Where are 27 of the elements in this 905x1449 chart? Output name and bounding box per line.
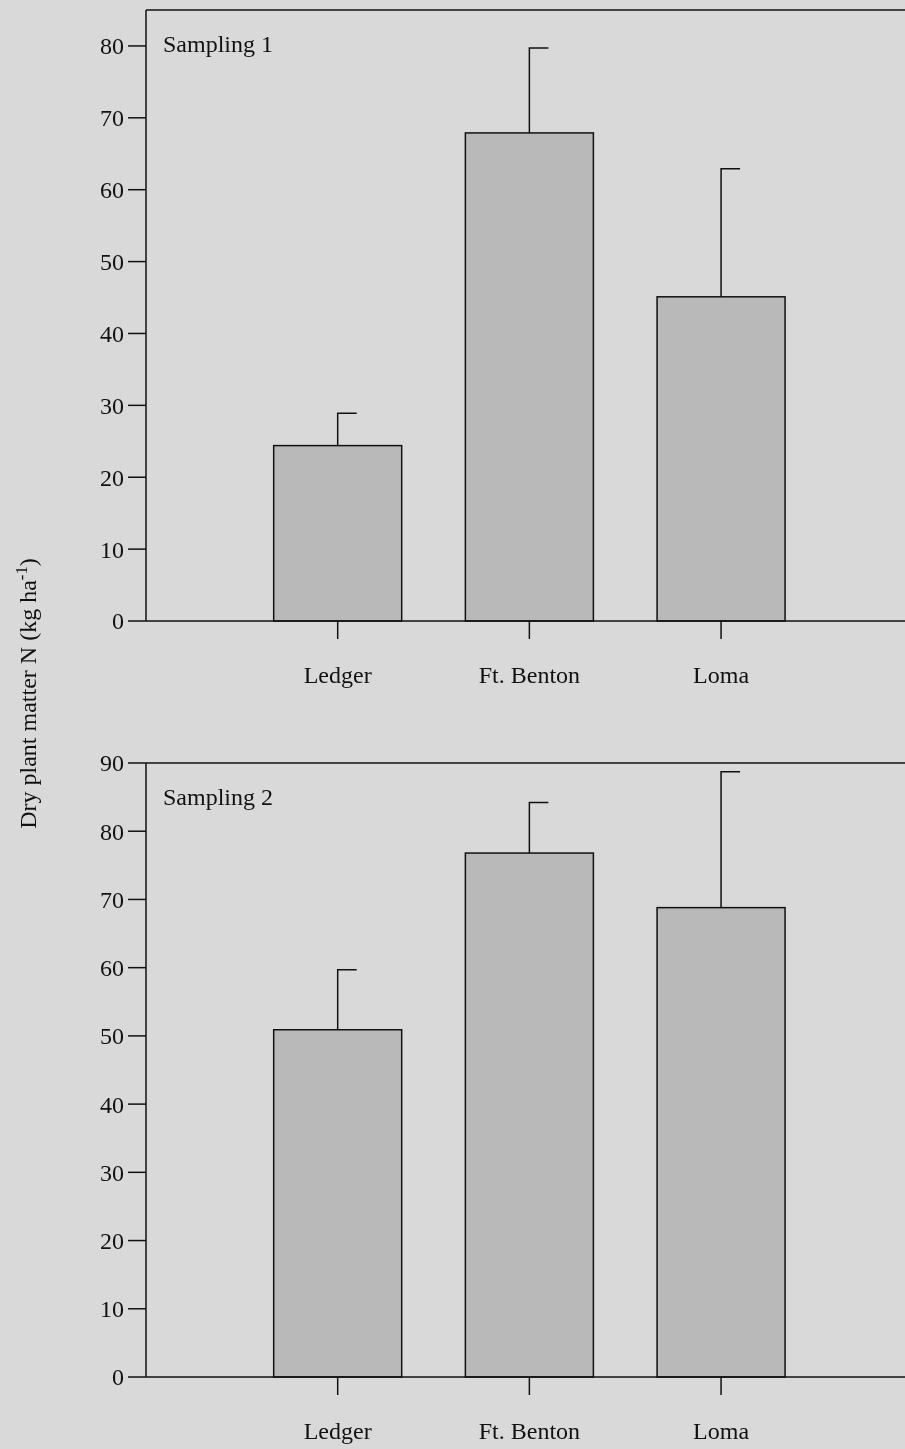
y-tick-label: 90 xyxy=(100,750,124,777)
y-tick-label: 10 xyxy=(100,536,124,563)
y-tick-label: 20 xyxy=(100,1227,124,1254)
y-tick-label: 50 xyxy=(100,1023,124,1050)
annotation: Sampling 1 xyxy=(163,31,274,57)
x-tick-label: Ledger xyxy=(303,662,372,688)
y-tick-label: 40 xyxy=(100,1091,124,1118)
x-tick-label: Loma xyxy=(693,662,750,688)
y-tick-label: 30 xyxy=(100,1159,124,1186)
y-tick-label: 20 xyxy=(100,464,124,491)
y-tick-label: 10 xyxy=(100,1296,124,1323)
x-tick-label: Ft. Benton xyxy=(478,1418,581,1444)
y-tick-label: 70 xyxy=(100,105,124,132)
y-tick-label: 30 xyxy=(100,392,124,419)
y-tick-label: 50 xyxy=(100,248,124,275)
x-tick-label: Ledger xyxy=(303,1418,372,1444)
y-tick-label: 80 xyxy=(100,818,124,845)
y-tick-label: 0 xyxy=(112,1364,124,1391)
y-tick-label: 70 xyxy=(100,886,124,913)
y-tick-label: 60 xyxy=(100,177,124,204)
y-tick-label: 40 xyxy=(100,320,124,347)
annotation: Sampling 2 xyxy=(163,784,274,810)
y-tick-label: 0 xyxy=(112,608,124,635)
x-tick-label: Ft. Benton xyxy=(478,662,581,688)
y-tick-label: 80 xyxy=(100,33,124,60)
x-tick-label: Loma xyxy=(693,1418,750,1444)
y-tick-label: 60 xyxy=(100,955,124,982)
